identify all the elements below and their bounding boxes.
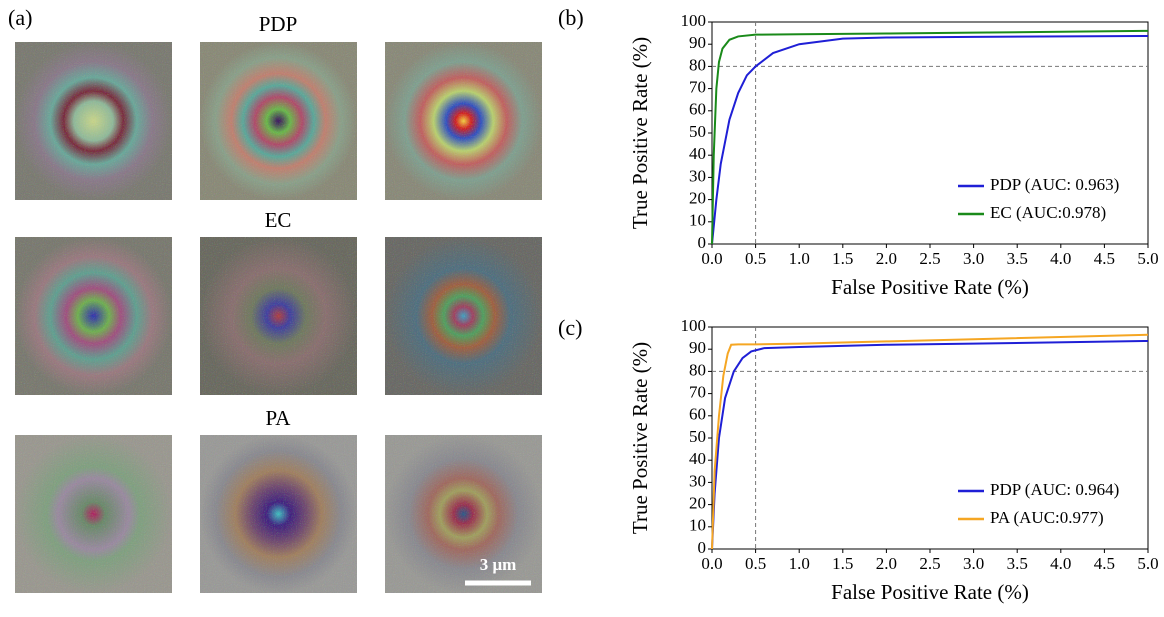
x-tick-label: 3.5 bbox=[1007, 249, 1028, 268]
panel-label: (c) bbox=[558, 315, 582, 340]
x-tick-label: 1.5 bbox=[832, 554, 853, 573]
x-tick-label: 4.5 bbox=[1094, 554, 1115, 573]
legend-label: PA (AUC:0.977) bbox=[990, 508, 1104, 527]
y-tick-label: 60 bbox=[689, 405, 706, 424]
image bbox=[15, 237, 172, 395]
image bbox=[385, 237, 542, 395]
y-tick-label: 30 bbox=[689, 471, 706, 490]
y-tick-label: 90 bbox=[689, 33, 706, 52]
x-tick-label: 2.5 bbox=[919, 249, 940, 268]
x-tick-label: 4.0 bbox=[1050, 554, 1071, 573]
x-axis-label: False Positive Rate (%) bbox=[831, 580, 1029, 604]
x-tick-label: 1.0 bbox=[789, 249, 810, 268]
image-grid bbox=[15, 42, 542, 593]
image bbox=[200, 42, 357, 200]
image bbox=[200, 237, 357, 395]
y-tick-label: 20 bbox=[689, 189, 706, 208]
roc-curve bbox=[711, 29, 1149, 245]
y-tick-label: 10 bbox=[689, 211, 706, 230]
y-axis-label: True Positive Rate (%) bbox=[628, 342, 652, 534]
y-axis-label: True Positive Rate (%) bbox=[628, 37, 652, 229]
y-tick-label: 100 bbox=[681, 316, 707, 335]
x-tick-label: 0.5 bbox=[745, 249, 766, 268]
x-tick-label: 2.0 bbox=[876, 554, 897, 573]
y-tick-label: 60 bbox=[689, 100, 706, 119]
y-tick-label: 50 bbox=[689, 427, 706, 446]
legend-label: EC (AUC:0.978) bbox=[990, 203, 1106, 222]
y-tick-label: 40 bbox=[689, 144, 706, 163]
legend-label: PDP (AUC: 0.964) bbox=[990, 480, 1119, 499]
x-tick-label: 0.0 bbox=[701, 554, 722, 573]
y-tick-label: 20 bbox=[689, 494, 706, 513]
y-tick-label: 80 bbox=[689, 55, 706, 74]
x-tick-label: 5.0 bbox=[1137, 554, 1158, 573]
row-label: PDP bbox=[259, 12, 298, 36]
y-tick-label: 50 bbox=[689, 122, 706, 141]
x-tick-label: 1.0 bbox=[789, 554, 810, 573]
row-label: PA bbox=[266, 406, 292, 430]
x-axis-label: False Positive Rate (%) bbox=[831, 275, 1029, 299]
roc-curve bbox=[711, 333, 1149, 550]
y-tick-label: 70 bbox=[689, 78, 706, 97]
x-tick-label: 3.0 bbox=[963, 249, 984, 268]
x-tick-label: 4.5 bbox=[1094, 249, 1115, 268]
y-tick-label: 100 bbox=[681, 11, 707, 30]
roc-curve bbox=[711, 339, 1149, 550]
roc-curve bbox=[711, 34, 1149, 245]
y-tick-label: 10 bbox=[689, 516, 706, 535]
y-tick-label: 40 bbox=[689, 449, 706, 468]
panel-label: (b) bbox=[558, 5, 584, 30]
y-tick-label: 0 bbox=[698, 233, 707, 252]
x-tick-label: 2.0 bbox=[876, 249, 897, 268]
x-tick-label: 5.0 bbox=[1137, 249, 1158, 268]
x-tick-label: 0.5 bbox=[745, 554, 766, 573]
legend-label: PDP (AUC: 0.963) bbox=[990, 175, 1119, 194]
x-tick-label: 4.0 bbox=[1050, 249, 1071, 268]
y-tick-label: 0 bbox=[698, 538, 707, 557]
y-tick-label: 80 bbox=[689, 360, 706, 379]
row-label: EC bbox=[265, 208, 292, 232]
image bbox=[200, 435, 357, 593]
scale-bar-label: 3 μm bbox=[480, 555, 517, 574]
x-tick-label: 3.5 bbox=[1007, 554, 1028, 573]
y-tick-label: 90 bbox=[689, 338, 706, 357]
x-tick-label: 3.0 bbox=[963, 554, 984, 573]
x-tick-label: 1.5 bbox=[832, 249, 853, 268]
image bbox=[15, 42, 172, 200]
image bbox=[385, 435, 542, 593]
y-tick-label: 30 bbox=[689, 166, 706, 185]
image bbox=[15, 435, 172, 593]
panel-label: (a) bbox=[8, 5, 32, 30]
image bbox=[385, 42, 542, 200]
y-tick-label: 70 bbox=[689, 383, 706, 402]
x-tick-label: 0.0 bbox=[701, 249, 722, 268]
x-tick-label: 2.5 bbox=[919, 554, 940, 573]
